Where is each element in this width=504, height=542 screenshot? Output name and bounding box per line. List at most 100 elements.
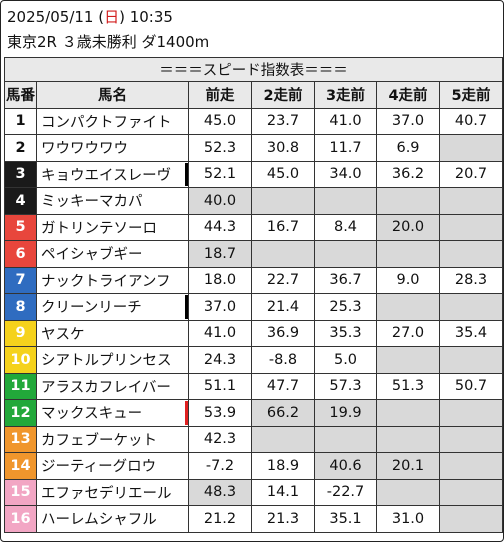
speed-index-cell xyxy=(376,425,440,453)
speed-index-cell: 25.3 xyxy=(314,293,377,321)
speed-index-cell: 41.0 xyxy=(188,319,252,347)
horse-number: 10 xyxy=(4,346,37,374)
col-header-name: 馬名 xyxy=(36,81,189,109)
speed-index-cell: 18.9 xyxy=(251,452,315,480)
table-title-row: ＝＝＝スピード指数表＝＝＝ xyxy=(4,57,503,82)
horse-name-cell: ナックトライアンフ xyxy=(36,266,189,294)
race-info: 東京2R ３歳未勝利 ダ1400m xyxy=(7,33,210,51)
horse-name: マックスキュー xyxy=(41,406,143,423)
table-row: 12 マックスキュー 53.9 66.2 19.9 xyxy=(4,399,503,427)
horse-name: カフェブーケット xyxy=(41,432,157,449)
speed-index-cell: 20.0 xyxy=(376,213,440,241)
horse-number: 9 xyxy=(4,319,37,347)
horse-name-cell: コンパクトファイト xyxy=(36,107,189,135)
speed-index-cell xyxy=(314,425,377,453)
speed-index-cell: 18.0 xyxy=(188,266,252,294)
horse-name: ペイシャブギー xyxy=(41,247,143,264)
table-row: 6 ペイシャブギー 18.7 xyxy=(4,240,503,268)
speed-index-cell: 30.8 xyxy=(251,134,315,162)
horse-name-cell: シアトルプリンセス xyxy=(36,346,189,374)
marker-bar xyxy=(185,295,188,319)
speed-index-cell: 57.3 xyxy=(314,372,377,400)
speed-index-cell: 66.2 xyxy=(251,399,315,427)
speed-index-cell: 48.3 xyxy=(188,478,252,506)
speed-index-cell: 42.3 xyxy=(188,425,252,453)
speed-index-cell xyxy=(439,425,503,453)
table-row: 14 ジーティーグロウ -7.2 18.9 40.6 20.1 xyxy=(4,452,503,480)
table-row: 8 クリーンリーチ 37.0 21.4 25.3 xyxy=(4,293,503,321)
speed-index-cell xyxy=(314,187,377,215)
table-row: 10 シアトルプリンセス 24.3 -8.8 5.0 xyxy=(4,346,503,374)
speed-index-cell xyxy=(439,134,503,162)
col-header-4back: 4走前 xyxy=(376,81,440,109)
speed-index-cell: 47.7 xyxy=(251,372,315,400)
horse-number: 8 xyxy=(4,293,37,321)
col-header-2back: 2走前 xyxy=(251,81,315,109)
horse-name-cell: クリーンリーチ xyxy=(36,293,189,321)
speed-index-cell: 9.0 xyxy=(376,266,440,294)
speed-index-cell: 35.1 xyxy=(314,505,377,533)
horse-name: コンパクトファイト xyxy=(41,114,172,131)
horse-name-cell: ペイシャブギー xyxy=(36,240,189,268)
speed-index-cell: 14.1 xyxy=(251,478,315,506)
speed-index-cell: 35.4 xyxy=(439,319,503,347)
speed-index-cell: 21.2 xyxy=(188,505,252,533)
speed-index-cell xyxy=(376,478,440,506)
speed-index-cell: 27.0 xyxy=(376,319,440,347)
speed-index-cell: 23.7 xyxy=(251,107,315,135)
horse-name: ナックトライアンフ xyxy=(41,273,171,290)
table-row: 5 ガトリンテソーロ 44.3 16.7 8.4 20.0 xyxy=(4,213,503,241)
horse-name-cell: ワウワウワウ xyxy=(36,134,189,162)
date-suffix: ) 10:35 xyxy=(119,8,173,26)
speed-index-cell: 28.3 xyxy=(439,266,503,294)
horse-name: ミッキーマカパ xyxy=(41,194,143,211)
speed-index-cell: 45.0 xyxy=(188,107,252,135)
speed-index-cell xyxy=(439,213,503,241)
speed-index-cell: 41.0 xyxy=(314,107,377,135)
horse-name-cell: キョウエイスレーヴ xyxy=(36,160,189,188)
speed-index-cell: 35.3 xyxy=(314,319,377,347)
speed-index-cell xyxy=(439,452,503,480)
speed-index-cell xyxy=(439,346,503,374)
horse-name: ハーレムシャフル xyxy=(41,512,157,529)
speed-index-cell: 8.4 xyxy=(314,213,377,241)
col-header-3back: 3走前 xyxy=(314,81,377,109)
speed-index-cell: 40.0 xyxy=(188,187,252,215)
horse-number: 16 xyxy=(4,505,37,533)
speed-index-cell xyxy=(376,399,440,427)
horse-name-cell: マックスキュー xyxy=(36,399,189,427)
horse-name-cell: エファセデリエール xyxy=(36,478,189,506)
speed-index-cell xyxy=(439,187,503,215)
speed-index-cell: 52.3 xyxy=(188,134,252,162)
speed-index-cell xyxy=(376,187,440,215)
table-row: 2 ワウワウワウ 52.3 30.8 11.7 6.9 xyxy=(4,134,503,162)
horse-name: キョウエイスレーヴ xyxy=(41,167,172,184)
speed-index-cell: 24.3 xyxy=(188,346,252,374)
speed-index-cell xyxy=(314,240,377,268)
column-header-row: 馬番 馬名 前走 2走前 3走前 4走前 5走前 xyxy=(4,81,503,109)
speed-index-cell: 40.6 xyxy=(314,452,377,480)
speed-index-cell: 19.9 xyxy=(314,399,377,427)
horse-number: 12 xyxy=(4,399,37,427)
race-datetime: 2025/05/11 (日) 10:35 xyxy=(7,7,173,27)
speed-index-cell: 34.0 xyxy=(314,160,377,188)
horse-name: アラスカフレイバー xyxy=(41,379,171,396)
day-of-week: 日 xyxy=(104,8,120,26)
speed-index-cell: 37.0 xyxy=(376,107,440,135)
table-row: 9 ヤスケ 41.0 36.9 35.3 27.0 35.4 xyxy=(4,319,503,347)
col-header-5back: 5走前 xyxy=(439,81,503,109)
horse-name-cell: ガトリンテソーロ xyxy=(36,213,189,241)
horse-name: ワウワウワウ xyxy=(41,141,128,158)
speed-index-cell: 37.0 xyxy=(188,293,252,321)
horse-name-cell: アラスカフレイバー xyxy=(36,372,189,400)
speed-index-cell xyxy=(376,346,440,374)
horse-name-cell: ヤスケ xyxy=(36,319,189,347)
speed-index-cell: 21.3 xyxy=(251,505,315,533)
speed-index-cell xyxy=(251,425,315,453)
horse-name-cell: ジーティーグロウ xyxy=(36,452,189,480)
speed-index-cell: 11.7 xyxy=(314,134,377,162)
speed-index-cell: 20.7 xyxy=(439,160,503,188)
horse-name-cell: ハーレムシャフル xyxy=(36,505,189,533)
speed-index-cell: 36.7 xyxy=(314,266,377,294)
horse-number: 14 xyxy=(4,452,37,480)
